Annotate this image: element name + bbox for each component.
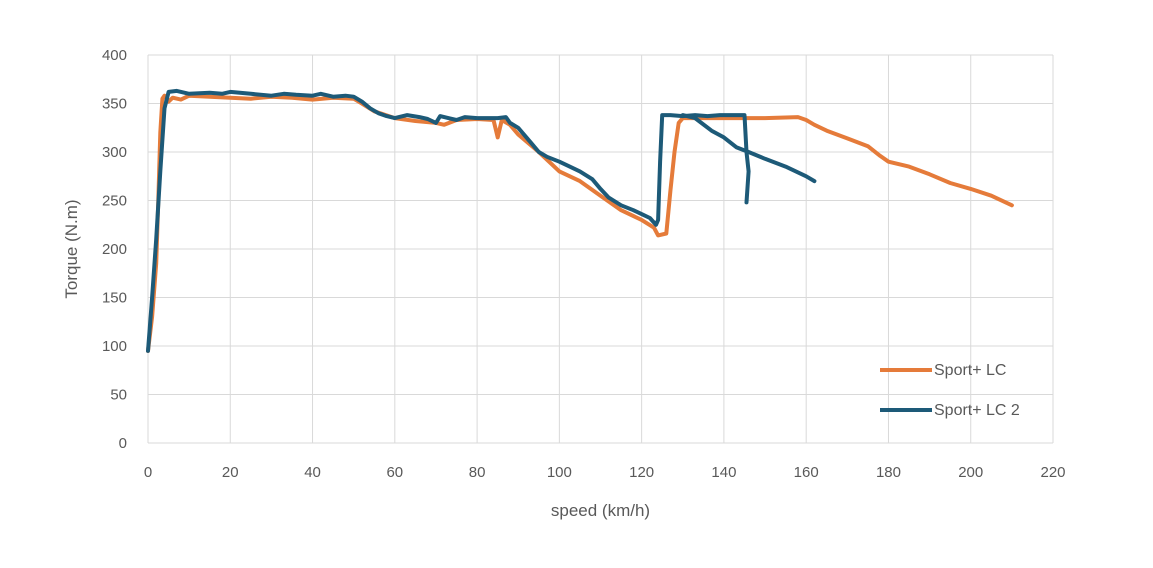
legend-label-sport-plus-lc: Sport+ LC bbox=[934, 362, 1006, 379]
y-tick-label: 200 bbox=[102, 241, 127, 258]
legend: Sport+ LC Sport+ LC 2 bbox=[880, 362, 1020, 419]
x-tick-label: 160 bbox=[794, 464, 819, 481]
series-layer bbox=[146, 88, 1014, 353]
x-tick-label: 80 bbox=[469, 464, 486, 481]
x-tick-label: 180 bbox=[876, 464, 901, 481]
y-tick-label: 250 bbox=[102, 193, 127, 210]
legend-label-sport-plus-lc-2: Sport+ LC 2 bbox=[934, 402, 1020, 419]
y-tick-label: 50 bbox=[110, 387, 127, 404]
series-sport-plus-lc-line bbox=[146, 93, 1014, 353]
y-tick-label: 100 bbox=[102, 338, 127, 355]
y-tick-label: 350 bbox=[102, 96, 127, 113]
x-tick-label: 20 bbox=[222, 464, 239, 481]
series-sport-plus-lc-2-line bbox=[146, 88, 751, 353]
x-tick-label: 140 bbox=[711, 464, 736, 481]
x-tick-label: 40 bbox=[304, 464, 321, 481]
x-axis-title: speed (km/h) bbox=[551, 501, 650, 520]
x-tick-label: 100 bbox=[547, 464, 572, 481]
x-tick-label: 220 bbox=[1040, 464, 1065, 481]
grid bbox=[147, 54, 1054, 444]
series-sport-plus-lc-2-branch-line bbox=[680, 113, 817, 184]
y-tick-label: 0 bbox=[119, 435, 127, 452]
x-tick-label: 60 bbox=[386, 464, 403, 481]
y-axis-title: Torque (N.m) bbox=[62, 199, 81, 298]
y-tick-label: 400 bbox=[102, 47, 127, 64]
x-tick-label: 0 bbox=[144, 464, 152, 481]
x-tick-label: 120 bbox=[629, 464, 654, 481]
y-tick-label: 300 bbox=[102, 144, 127, 161]
x-tick-label: 200 bbox=[958, 464, 983, 481]
tick-labels: 0 50 100 150 200 250 300 350 400 0 20 40 60 80 100 120 1… bbox=[102, 47, 1066, 481]
y-tick-label: 150 bbox=[102, 290, 127, 307]
